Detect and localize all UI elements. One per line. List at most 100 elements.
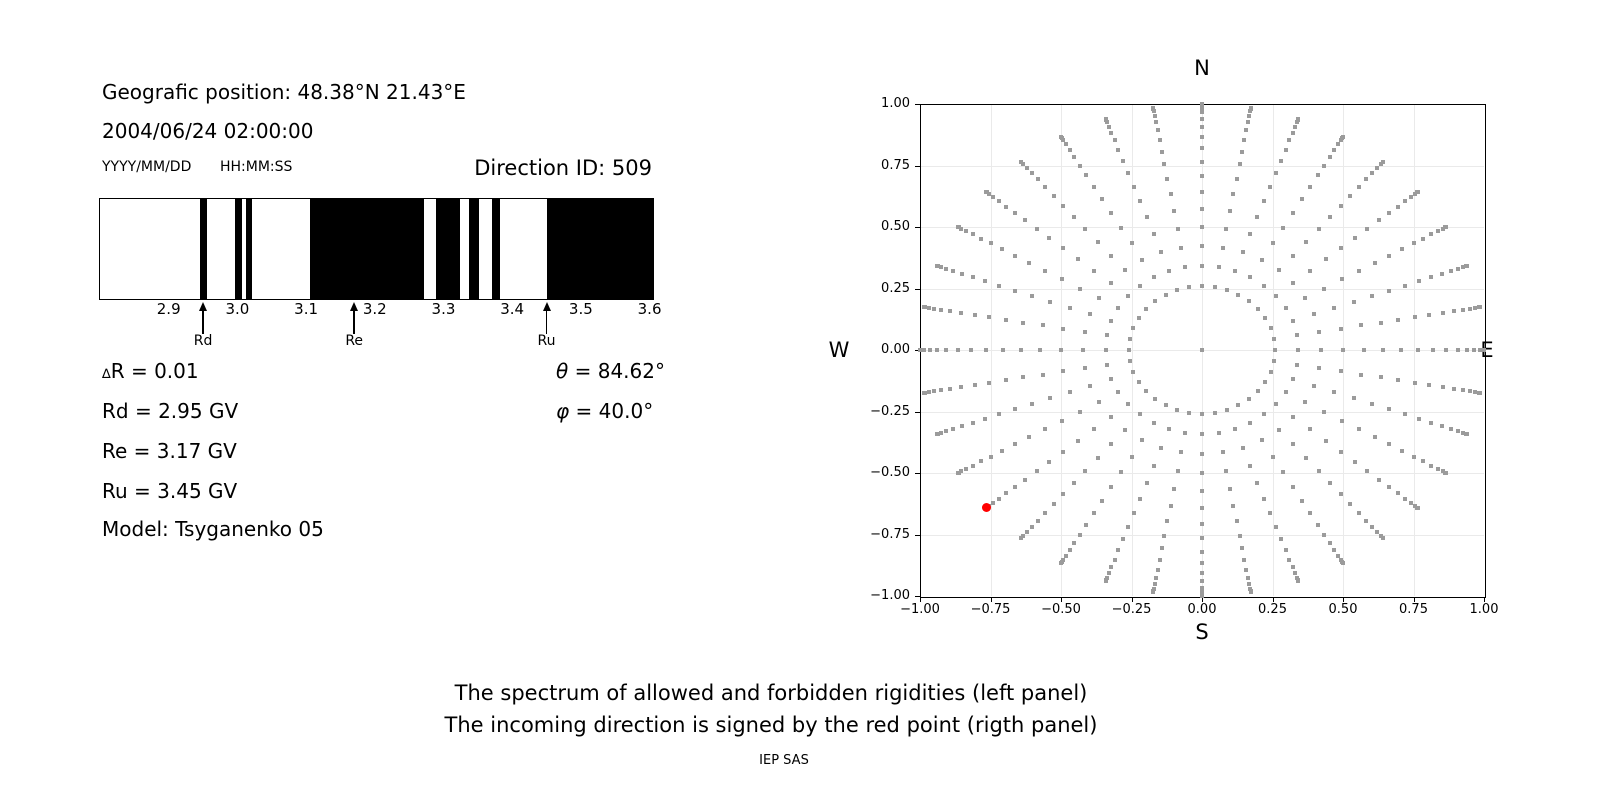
direction-dot (1200, 116, 1204, 121)
direction-dot (1151, 275, 1156, 280)
direction-dot (1151, 463, 1156, 468)
direction-dot (1317, 366, 1322, 371)
direction-dot (1240, 546, 1245, 551)
direction-dot (1200, 549, 1204, 554)
direction-dot (1071, 481, 1076, 486)
direction-dot (1216, 265, 1221, 270)
direction-dot (1375, 530, 1380, 535)
direction-dot (1051, 502, 1056, 507)
direction-dot (1063, 553, 1068, 558)
direction-dot (978, 459, 983, 464)
direction-dot (1027, 434, 1032, 439)
direction-dot (1248, 275, 1253, 280)
direction-dot (1338, 246, 1343, 251)
direction-dot (1029, 402, 1034, 407)
direction-dot (1427, 313, 1432, 317)
direction-dot (983, 189, 988, 194)
direction-dot (1131, 326, 1136, 331)
direction-dot (959, 384, 964, 389)
direction-dot (1412, 192, 1417, 197)
direction-dot (926, 390, 931, 395)
direction-dot (997, 283, 1001, 288)
direction-dot (1200, 105, 1204, 110)
direction-dot (1259, 257, 1264, 262)
direction-dot (1261, 412, 1266, 417)
direction-dot (1248, 232, 1253, 237)
direction-dot (1399, 348, 1404, 352)
direction-dot (1067, 147, 1072, 152)
direction-dot (1311, 383, 1316, 388)
direction-dot (1200, 521, 1204, 526)
direction-dot (1263, 379, 1268, 384)
direction-dot (918, 348, 922, 352)
direction-dot (1296, 579, 1301, 584)
direction-dot (987, 380, 992, 385)
grid-line-horizontal (920, 165, 1484, 167)
direction-dot (1096, 399, 1101, 404)
spectrum-x-tick-label: 3.1 (294, 300, 319, 318)
direction-dot (1216, 430, 1221, 435)
direction-dot (1153, 299, 1158, 304)
direction-dot (1455, 266, 1460, 271)
direction-dot (944, 429, 949, 434)
direction-dot (1224, 226, 1229, 231)
direction-dot (1109, 211, 1114, 216)
direction-dot (1255, 480, 1260, 485)
direction-dot (1421, 236, 1426, 241)
direction-dot-center (1200, 348, 1204, 352)
direction-dot (1077, 286, 1082, 291)
direction-dot (1299, 498, 1304, 503)
direction-dot (959, 271, 964, 276)
direction-dot (1131, 184, 1136, 189)
direction-dot (1080, 348, 1085, 352)
direction-dot (1200, 174, 1204, 179)
direction-dot (1273, 293, 1278, 298)
direction-dot (1171, 209, 1176, 214)
direction-dot (1473, 305, 1478, 310)
direction-dot (959, 469, 964, 474)
direction-dot (1283, 390, 1288, 395)
direction-dot (1096, 296, 1101, 301)
x-axis-tick-label: 1.00 (1469, 602, 1499, 617)
direction-dot (1451, 386, 1456, 391)
direction-dot (999, 247, 1004, 252)
direction-dot (1338, 492, 1343, 497)
direction-dot (1323, 438, 1328, 443)
direction-dot (1231, 192, 1236, 197)
direction-dot (1400, 247, 1405, 252)
direction-dot (1126, 525, 1131, 530)
direction-dot (1402, 496, 1407, 501)
direction-dot (1387, 253, 1392, 258)
direction-dot (1105, 575, 1110, 580)
direction-dot (1200, 189, 1204, 194)
direction-dot (1112, 557, 1117, 562)
direction-dot (935, 263, 939, 268)
direction-dot (1231, 503, 1236, 508)
direction-dot (1109, 130, 1114, 135)
direction-dot (1338, 326, 1343, 331)
direction-dot (1220, 245, 1225, 250)
direction-dot (1387, 288, 1392, 293)
direction-dot (1140, 438, 1145, 443)
direction-dot (1035, 518, 1040, 523)
direction-dot (1021, 375, 1026, 380)
direction-dot (1200, 146, 1204, 151)
direction-dot (1332, 548, 1337, 553)
direction-dot (1248, 463, 1253, 468)
direction-dot (1106, 124, 1111, 129)
cutoff-arrow-shaft (545, 310, 548, 334)
direction-dot (1136, 379, 1141, 384)
direction-dot (1293, 571, 1298, 576)
direction-dot (1340, 418, 1345, 423)
direction-dot (1236, 292, 1241, 297)
direction-dot (1381, 536, 1386, 541)
spectrum-band (468, 199, 480, 299)
direction-dot (1179, 245, 1184, 250)
direction-dot (1131, 511, 1136, 516)
direction-dot (1091, 184, 1096, 189)
direction-dot (1372, 261, 1377, 266)
direction-dot (944, 348, 949, 352)
direction-dot (1322, 163, 1327, 168)
direction-dot (1240, 445, 1245, 450)
direction-dot (1336, 142, 1341, 147)
